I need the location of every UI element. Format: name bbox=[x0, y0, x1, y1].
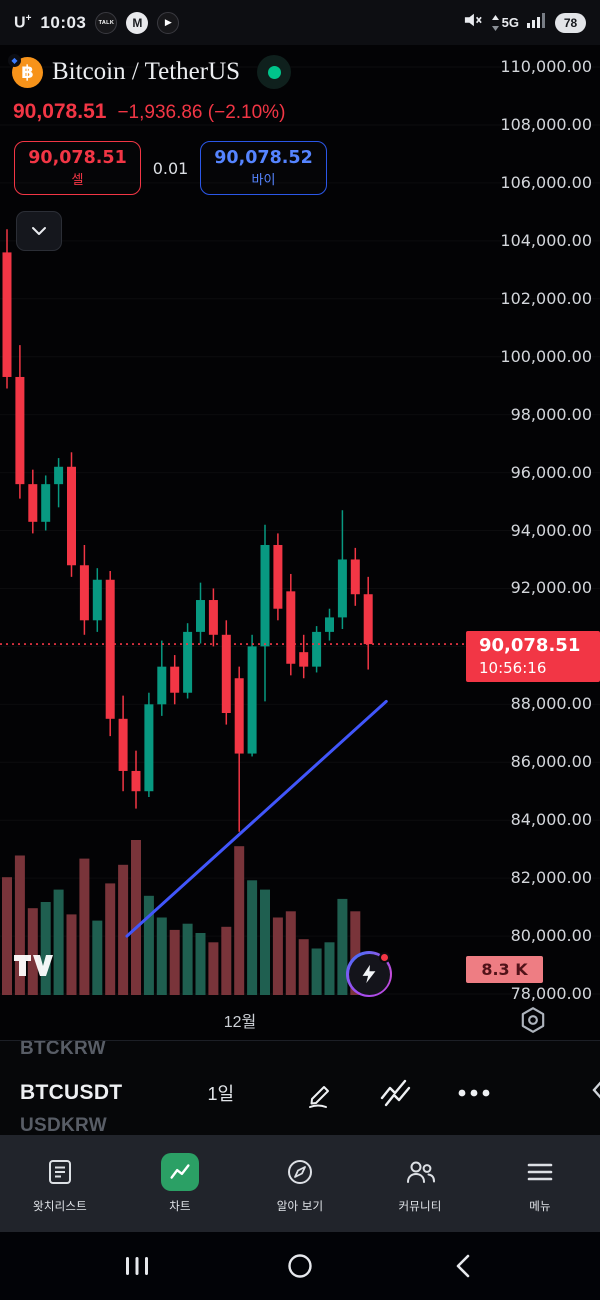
chart-area: 110,000.00 108,000.00 106,000.00 104,000.00… bbox=[0, 45, 600, 1040]
market-open-dot-icon bbox=[267, 65, 281, 79]
gmail-notification-icon: M bbox=[126, 11, 149, 34]
next-symbol[interactable]: USDKRW bbox=[20, 1115, 107, 1135]
candlestick-chart[interactable] bbox=[0, 45, 600, 1040]
recent-apps-button[interactable] bbox=[107, 1244, 167, 1288]
signal-strength-icon bbox=[527, 12, 547, 33]
symbol-title: Bitcoin / TetherUS bbox=[52, 58, 241, 85]
active-symbol[interactable]: BTCUSDT bbox=[20, 1081, 123, 1104]
battery-indicator: 78 bbox=[555, 12, 586, 33]
pencil-icon bbox=[309, 1086, 330, 1108]
kakaotalk-notification-icon: TALK bbox=[95, 11, 118, 34]
symbol-title-row[interactable]: ฿ ◆ Bitcoin / TetherUS bbox=[8, 53, 292, 89]
volume-axis-tag: 8.3 K bbox=[466, 956, 543, 983]
network-5g-icon: 5G bbox=[491, 14, 519, 31]
back-chevron-icon bbox=[457, 1254, 470, 1278]
hamburger-menu-icon bbox=[526, 1153, 554, 1191]
carrier-label: U+ bbox=[14, 12, 32, 32]
watchlist-icon bbox=[46, 1153, 74, 1191]
price-axis-label: 108,000.00 bbox=[500, 114, 592, 134]
price-axis-label: 80,000.00 bbox=[510, 926, 592, 946]
collapse-header-button[interactable] bbox=[16, 211, 62, 251]
current-price-tag: 90,078.51 10:56:16 bbox=[466, 631, 600, 683]
android-navigation-bar bbox=[0, 1232, 600, 1300]
buy-price: 90,078.52 bbox=[214, 148, 313, 168]
price-axis-label: 104,000.00 bbox=[500, 230, 592, 250]
chevron-down-icon bbox=[32, 227, 46, 235]
bottom-navigation: 왓치리스트 차트 알아 보기 커뮤니티 메뉴 bbox=[0, 1135, 600, 1232]
price-axis-label: 88,000.00 bbox=[510, 694, 592, 714]
previous-symbol[interactable]: BTCKRW bbox=[20, 1040, 106, 1059]
price-axis-label: 96,000.00 bbox=[510, 462, 592, 482]
tab-discover-label: 알아 보기 bbox=[276, 1201, 324, 1213]
price-axis-label: 110,000.00 bbox=[500, 57, 592, 76]
ellipsis-icon bbox=[458, 1089, 490, 1097]
tab-menu-label: 메뉴 bbox=[529, 1201, 551, 1213]
price-axis-label: 106,000.00 bbox=[500, 172, 592, 192]
indicators-button[interactable] bbox=[374, 1071, 418, 1115]
home-circle-icon bbox=[288, 1254, 312, 1278]
last-price: 90,078.51 bbox=[13, 100, 107, 123]
tab-chart[interactable]: 차트 bbox=[120, 1135, 240, 1232]
market-status-indicator[interactable] bbox=[257, 55, 292, 89]
compass-icon bbox=[286, 1153, 314, 1191]
tab-menu[interactable]: 메뉴 bbox=[480, 1135, 600, 1232]
price-axis-label: 84,000.00 bbox=[510, 810, 592, 830]
status-bar-left: U+ 10:03 TALK M ▶ bbox=[14, 11, 180, 34]
chart-tab-icon bbox=[161, 1153, 199, 1191]
recents-icon bbox=[125, 1257, 148, 1275]
exchange-badge-icon: ◆ bbox=[8, 53, 21, 67]
chevron-left-icon bbox=[592, 1081, 600, 1099]
more-options-button[interactable] bbox=[452, 1071, 496, 1115]
mute-icon bbox=[463, 11, 483, 34]
price-axis-label: 94,000.00 bbox=[510, 520, 592, 540]
tab-community-label: 커뮤니티 bbox=[398, 1201, 442, 1213]
sell-label: 셀 bbox=[71, 172, 84, 187]
buy-button[interactable]: 90,078.52 바이 bbox=[200, 141, 327, 195]
price-axis-label: 86,000.00 bbox=[510, 752, 592, 772]
tab-discover[interactable]: 알아 보기 bbox=[240, 1135, 360, 1232]
tab-watchlist-label: 왓치리스트 bbox=[33, 1201, 87, 1213]
tradingview-logo bbox=[12, 948, 58, 983]
tab-chart-label: 차트 bbox=[169, 1201, 191, 1213]
price-axis-label: 92,000.00 bbox=[510, 578, 592, 598]
tab-community[interactable]: 커뮤니티 bbox=[360, 1135, 480, 1232]
interval-button[interactable]: 1일 bbox=[207, 1084, 235, 1104]
trade-buttons-row: 90,078.51 셀 0.01 90,078.52 바이 bbox=[0, 141, 327, 195]
bar-close-countdown: 10:56:16 bbox=[479, 659, 547, 678]
notification-dot bbox=[379, 952, 390, 963]
current-price-value: 90,078.51 bbox=[479, 635, 581, 657]
tab-watchlist[interactable]: 왓치리스트 bbox=[0, 1135, 120, 1232]
clock: 10:03 bbox=[40, 12, 87, 32]
price-axis-label: 100,000.00 bbox=[500, 346, 592, 366]
sell-button[interactable]: 90,078.51 셀 bbox=[14, 141, 141, 195]
status-bar-right: 5G 78 bbox=[463, 11, 586, 34]
play-notification-icon: ▶ bbox=[157, 11, 180, 34]
home-button[interactable] bbox=[270, 1244, 330, 1288]
back-button[interactable] bbox=[433, 1244, 493, 1288]
chart-settings-button[interactable] bbox=[517, 1005, 549, 1037]
drawing-tools-button[interactable] bbox=[296, 1071, 340, 1115]
price-axis[interactable]: 110,000.00 108,000.00 106,000.00 104,000.00… bbox=[466, 45, 600, 1040]
price-change: −1,936.86 (−2.10%) bbox=[117, 102, 286, 123]
price-axis-label: 102,000.00 bbox=[500, 288, 592, 308]
price-row: 90,078.51 −1,936.86 (−2.10%) bbox=[13, 100, 285, 124]
zigzag-chart-icon bbox=[380, 1079, 411, 1107]
symbol-switcher-panel: BTCKRW BTCUSDT 1일 USDKRW bbox=[0, 1040, 600, 1135]
sell-price: 90,078.51 bbox=[28, 148, 127, 168]
community-icon bbox=[404, 1153, 436, 1191]
buy-label: 바이 bbox=[251, 172, 276, 187]
status-bar: U+ 10:03 TALK M ▶ 5G 78 bbox=[0, 0, 600, 45]
quick-trade-flash-button[interactable] bbox=[346, 951, 392, 997]
price-axis-label: 98,000.00 bbox=[510, 404, 592, 424]
bitcoin-icon: ฿ ◆ bbox=[8, 53, 43, 88]
price-axis-label: 82,000.00 bbox=[510, 868, 592, 888]
time-axis-label: 12월 bbox=[223, 1014, 257, 1031]
next-panel-chevron[interactable] bbox=[591, 1079, 600, 1106]
price-axis-label: 78,000.00 bbox=[510, 984, 592, 1003]
spread-value: 0.01 bbox=[152, 158, 189, 178]
active-symbol-row: BTCUSDT 1일 bbox=[0, 1065, 600, 1121]
